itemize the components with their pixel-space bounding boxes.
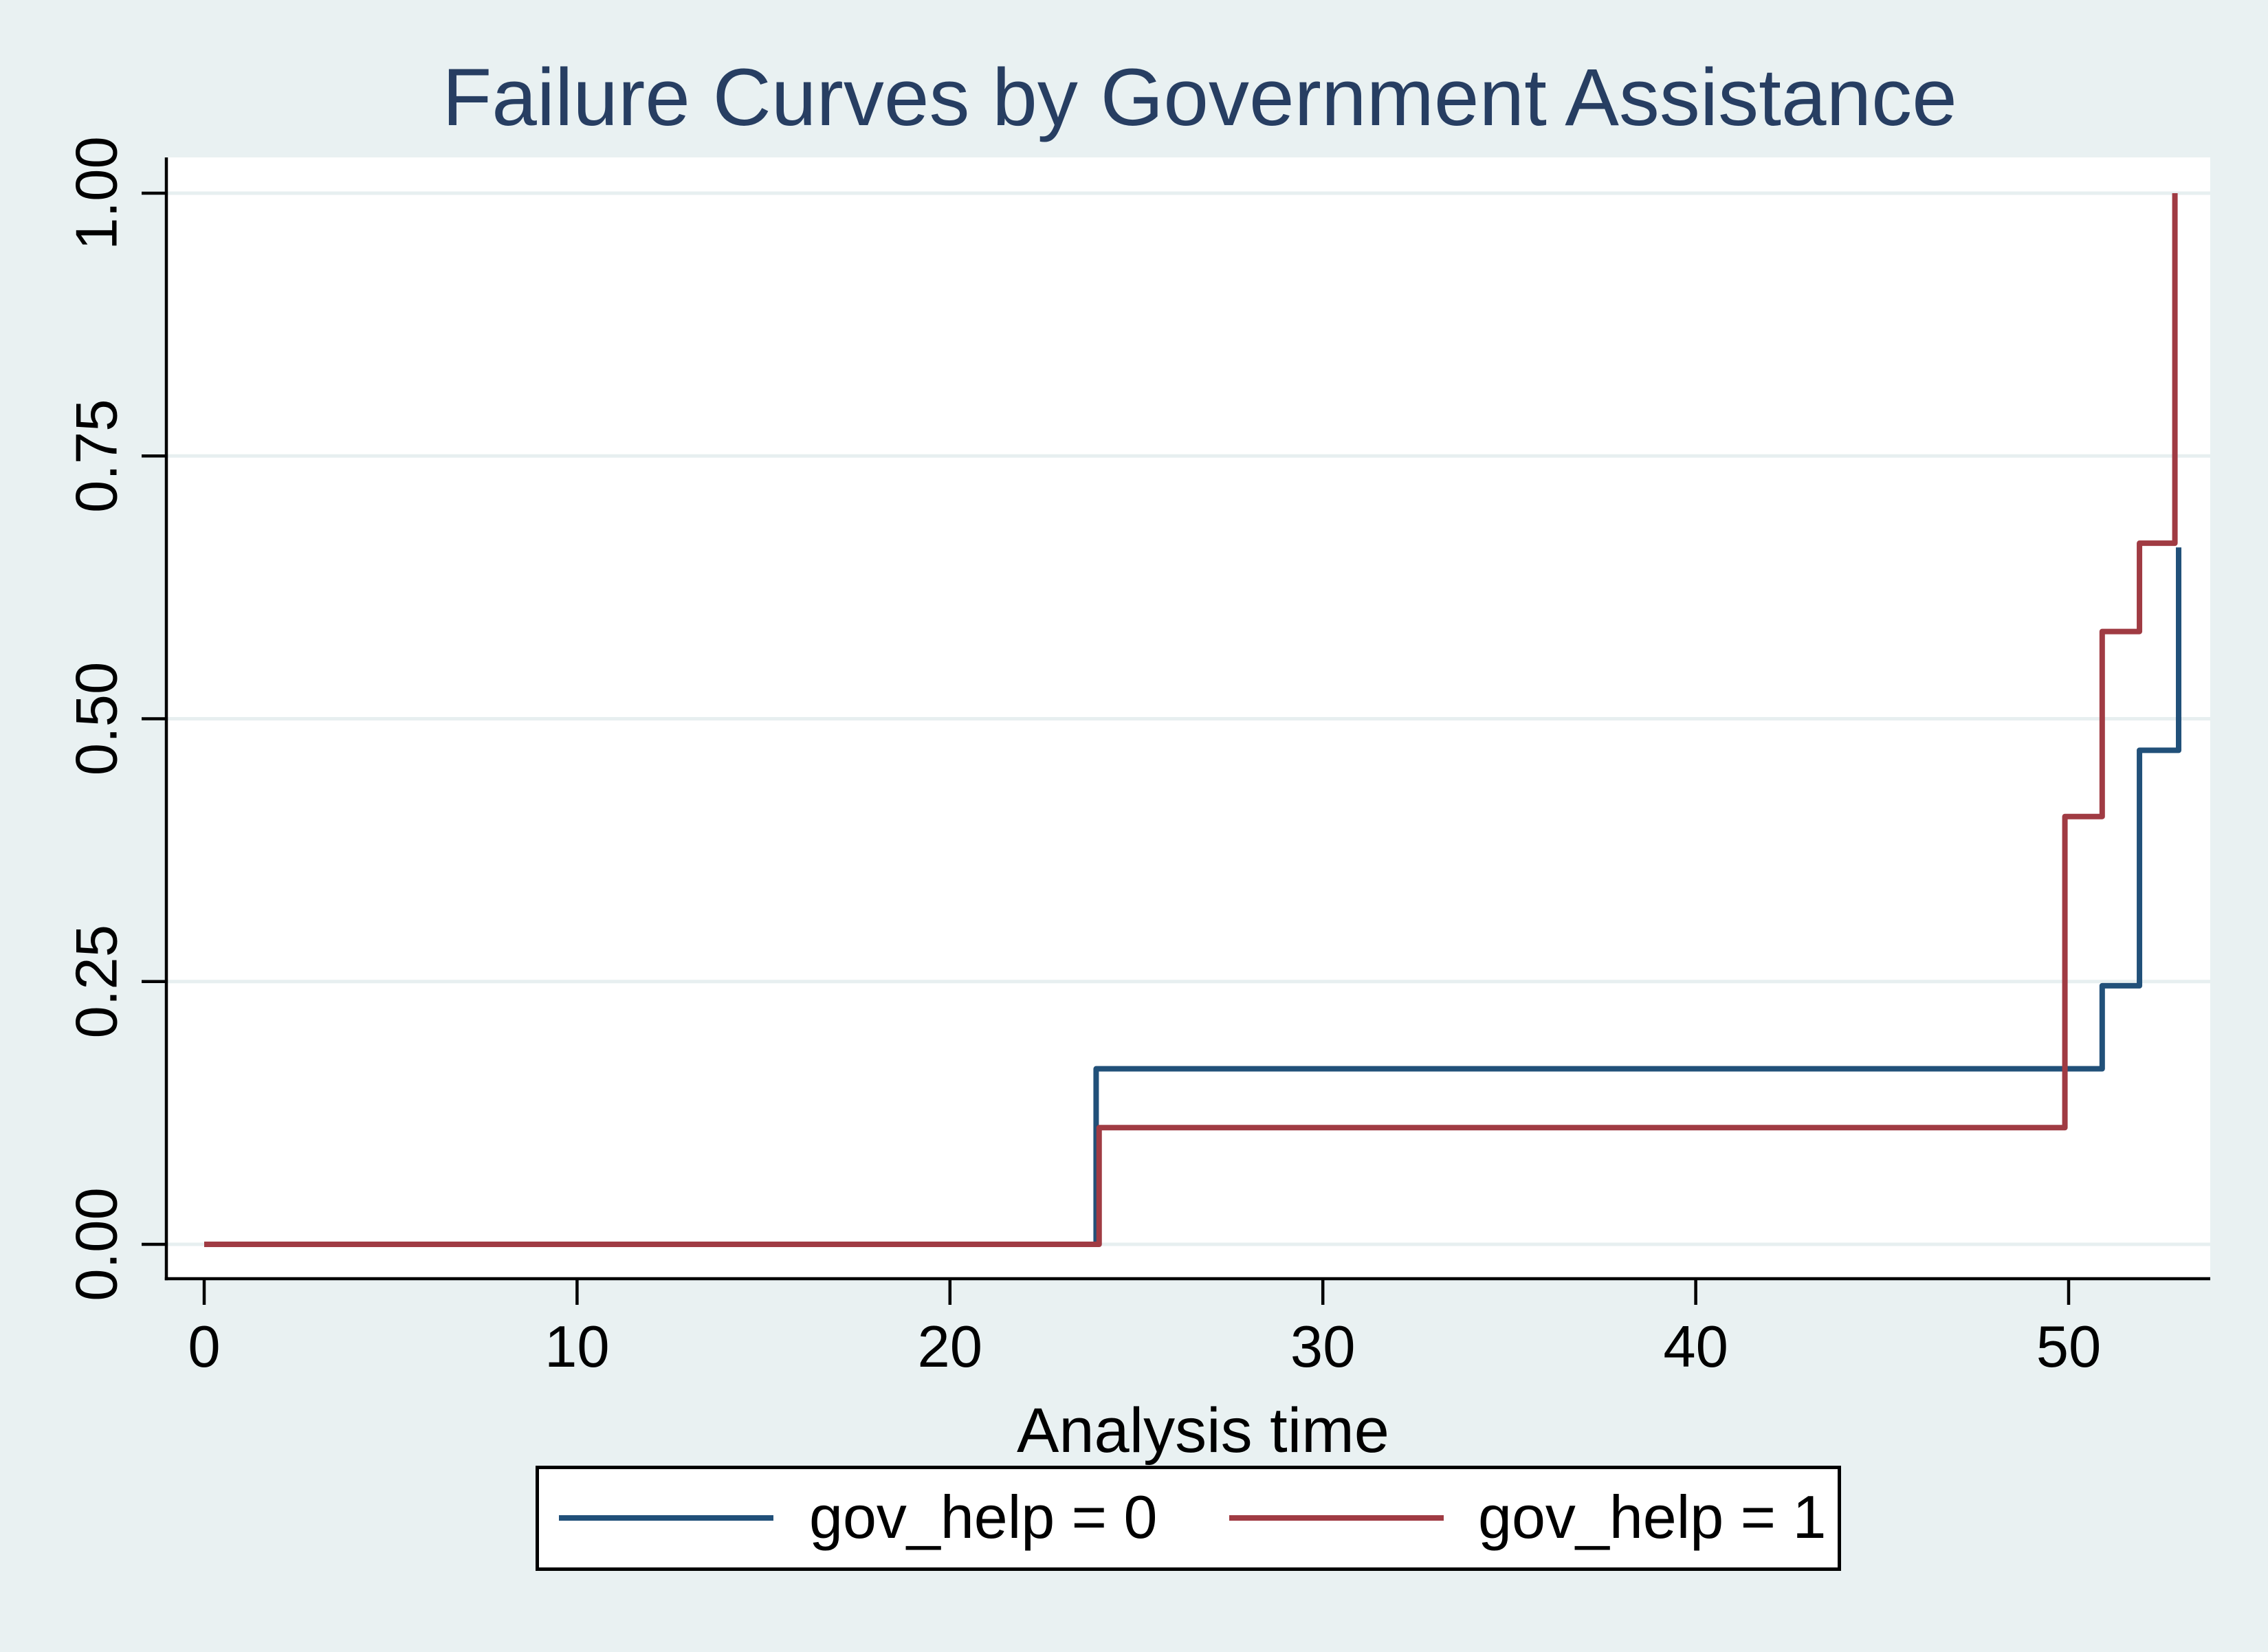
y-tick-label: 1.00 <box>65 136 130 250</box>
legend: gov_help = 0 gov_help = 1 <box>536 1466 1841 1571</box>
legend-swatch-gov-help-1 <box>1229 1515 1444 1521</box>
x-tick-label: 50 <box>2036 1314 2102 1380</box>
x-tick-label: 30 <box>1290 1314 1356 1380</box>
x-axis-title: Analysis time <box>1017 1396 1389 1466</box>
chart-title: Failure Curves by Government Assistance <box>442 52 1957 143</box>
legend-label-gov-help-1: gov_help = 1 <box>1478 1482 1827 1551</box>
x-tick-label: 40 <box>1663 1314 1728 1380</box>
failure-curve-gov_help1 <box>204 193 2178 1247</box>
y-tick-label: 0.75 <box>65 399 130 513</box>
x-tick-label: 10 <box>544 1314 610 1380</box>
x-tick-label: 20 <box>918 1314 983 1380</box>
y-tick-label: 0.50 <box>65 662 130 775</box>
legend-swatch-gov-help-0 <box>559 1515 773 1521</box>
legend-label-gov-help-0: gov_help = 0 <box>809 1482 1158 1551</box>
y-tick-label: 0.00 <box>65 1187 130 1301</box>
x-tick-label: 0 <box>188 1314 220 1380</box>
failure-curve-gov_help0 <box>204 547 2182 1247</box>
y-tick-label: 0.25 <box>65 925 130 1038</box>
